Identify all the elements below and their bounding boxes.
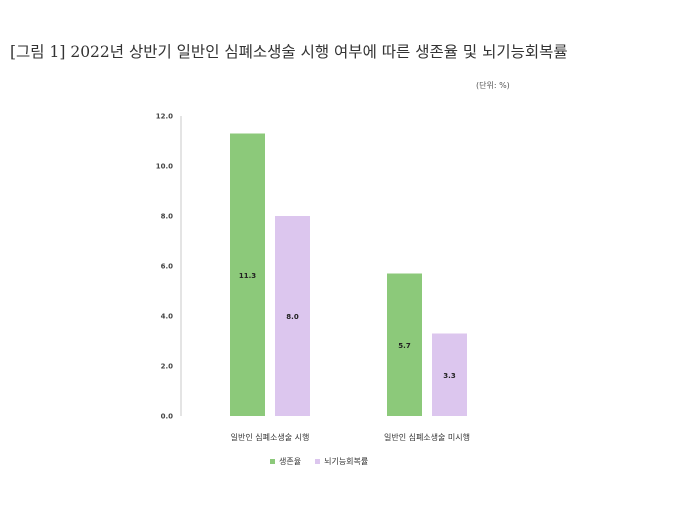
legend-label-survival: 생존율 — [279, 457, 302, 466]
unit-note: (단위: %) — [476, 81, 510, 90]
legend-item-brain-recovery: 뇌기능회복률 — [315, 456, 368, 467]
chart-title: [그림 1] 2022년 상반기 일반인 심폐소생술 시행 여부에 따른 생존율… — [10, 43, 568, 61]
y-tick-label: 8.0 — [161, 213, 174, 221]
x-category-label: 일반인 심폐소생술 미시행 — [384, 432, 470, 442]
legend-label-brain-recovery: 뇌기능회복률 — [324, 457, 369, 466]
y-tick-label: 2.0 — [161, 363, 174, 371]
legend-item-survival: 생존율 — [270, 456, 301, 467]
bar-survival — [387, 273, 422, 416]
y-tick-label: 10.0 — [156, 163, 173, 171]
x-category-label: 일반인 심폐소생술 시행 — [231, 432, 310, 442]
bars: 11.3 8.0 5.7 3.3 — [230, 133, 467, 416]
bar-survival — [230, 133, 265, 416]
y-axis: 0.0 2.0 4.0 6.0 8.0 10.0 12.0 — [156, 113, 182, 421]
y-tick-label: 6.0 — [161, 263, 174, 271]
legend-swatch-survival — [270, 459, 275, 464]
data-label: 5.7 — [398, 342, 411, 350]
bar-brain-recovery — [432, 333, 467, 416]
data-label: 3.3 — [443, 372, 456, 380]
y-tick-label: 12.0 — [156, 113, 173, 121]
y-tick-label: 0.0 — [161, 413, 174, 421]
legend-swatch-brain-recovery — [315, 459, 321, 464]
y-tick-label: 4.0 — [161, 313, 174, 321]
data-label: 8.0 — [286, 313, 299, 321]
data-label: 11.3 — [239, 272, 256, 280]
legend: 생존율 뇌기능회복률 — [270, 456, 368, 467]
x-axis-categories: 일반인 심폐소생술 시행 일반인 심폐소생술 미시행 — [231, 432, 470, 442]
bar-brain-recovery — [275, 216, 310, 416]
